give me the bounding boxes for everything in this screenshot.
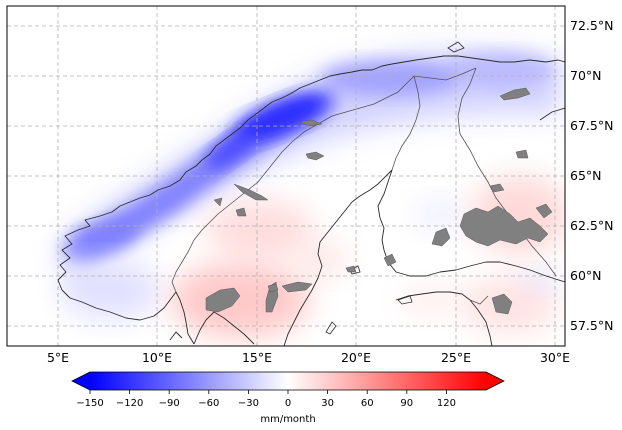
island-aland [349, 265, 361, 275]
field-south-sweden-red [170, 262, 310, 338]
lake-hjalmaren [267, 283, 279, 293]
lat-tick-62-5: 62.5°N [570, 218, 613, 233]
border-norway-sweden [171, 75, 415, 293]
lake-kuusamo [515, 149, 529, 159]
lon-tick-30: 30°E [540, 350, 570, 365]
colorbar-extend-min [72, 372, 90, 390]
lon-tick-labels: 5°E 10°E 15°E 20°E 25°E 30°E [47, 350, 570, 365]
lake-peipus [491, 293, 513, 315]
border-estonia-russia [469, 295, 489, 305]
colorbar-extend-max [486, 372, 504, 390]
colorbar-tick-label: 90 [400, 398, 413, 409]
lake-jamtland [233, 183, 269, 201]
anomaly-field [60, 50, 565, 338]
colorbar: −150 −120 −90 −60 −30 0 30 60 90 120 mm/… [71, 371, 505, 425]
lat-tick-labels: 72.5°N 70°N 67.5°N 65°N 62.5°N 60°N 57.5… [570, 18, 613, 333]
lake-oulujarvi [489, 183, 505, 193]
lake-saimaa [459, 205, 549, 247]
lat-tick-60: 60°N [570, 268, 602, 283]
coastline-denmark [169, 331, 183, 341]
lon-tick-20: 20°E [341, 350, 371, 365]
colorbar-tick-label: −150 [76, 398, 103, 409]
island-gotland [325, 321, 337, 335]
island-finnmark [447, 41, 465, 53]
lon-tick-15: 15°E [242, 350, 272, 365]
lat-tick-67-5: 67.5°N [570, 118, 613, 133]
lake-paijanne [431, 227, 451, 247]
border-norway-finland [413, 67, 477, 81]
lake-vanern [205, 287, 241, 313]
lake-north-sweden [213, 197, 223, 207]
coastline-south-sweden [193, 311, 255, 345]
lake-lapland-2 [299, 119, 323, 127]
coastline-kola [539, 107, 565, 121]
island-saaremaa [397, 295, 413, 305]
colorbar-tick-label: −120 [116, 398, 143, 409]
lake-storsjon [235, 207, 247, 217]
colorbar-gradient [90, 372, 486, 390]
border-finland-russia [457, 67, 557, 277]
lon-tick-10: 10°E [142, 350, 172, 365]
colorbar-tick-label: −90 [159, 398, 180, 409]
field-strong-blue-core [233, 94, 327, 142]
colorbar-tick-label: 60 [361, 398, 374, 409]
lake-malaren [281, 281, 313, 293]
coastline-north-norway [57, 55, 565, 291]
colorbar-tick-label: 30 [321, 398, 334, 409]
coastline-finland [377, 169, 565, 283]
lon-tick-5: 5°E [47, 350, 69, 365]
lat-tick-65: 65°N [570, 168, 602, 183]
lake-south-finland [345, 265, 357, 273]
field-russia-light-blue [520, 268, 560, 292]
lon-tick-25: 25°E [441, 350, 471, 365]
field-northeast-blue [445, 52, 555, 88]
field-southwest-light-blue [60, 260, 160, 320]
islands [325, 41, 465, 335]
field-estonia-red [400, 282, 460, 318]
field-arctic-blue [320, 60, 460, 96]
lake-nasijarvi [383, 253, 397, 267]
field-strong-blue-south [206, 131, 254, 169]
map-frame [6, 5, 566, 347]
lake-inari [499, 87, 531, 101]
lake-pielinen [535, 203, 553, 219]
coastlines [57, 55, 565, 346]
lake-lapland-1 [305, 151, 325, 161]
field-light-blue-belt [60, 50, 560, 286]
colorbar-tick-label: −30 [238, 398, 259, 409]
border-sweden-finland [391, 75, 421, 171]
colorbar-tick-label: 120 [437, 398, 456, 409]
lakes [205, 87, 553, 315]
colorbar-ticks [89, 390, 447, 394]
colorbar-tick-label: 0 [285, 398, 291, 409]
borders [171, 67, 557, 305]
coastline-estonia [395, 291, 493, 346]
field-central-sweden-red [205, 200, 315, 260]
colorbar-tick-label: −60 [198, 398, 219, 409]
field-west-norway-blue [62, 219, 138, 261]
coastline-east-sweden [283, 169, 393, 346]
field-finland-light-blue [415, 197, 465, 233]
colorbar-units-label: mm/month [260, 414, 315, 425]
coastline-south-norway [61, 289, 195, 345]
lat-tick-72-5: 72.5°N [570, 18, 613, 33]
lat-tick-70: 70°N [570, 68, 602, 83]
lat-tick-57-5: 57.5°N [570, 318, 613, 333]
